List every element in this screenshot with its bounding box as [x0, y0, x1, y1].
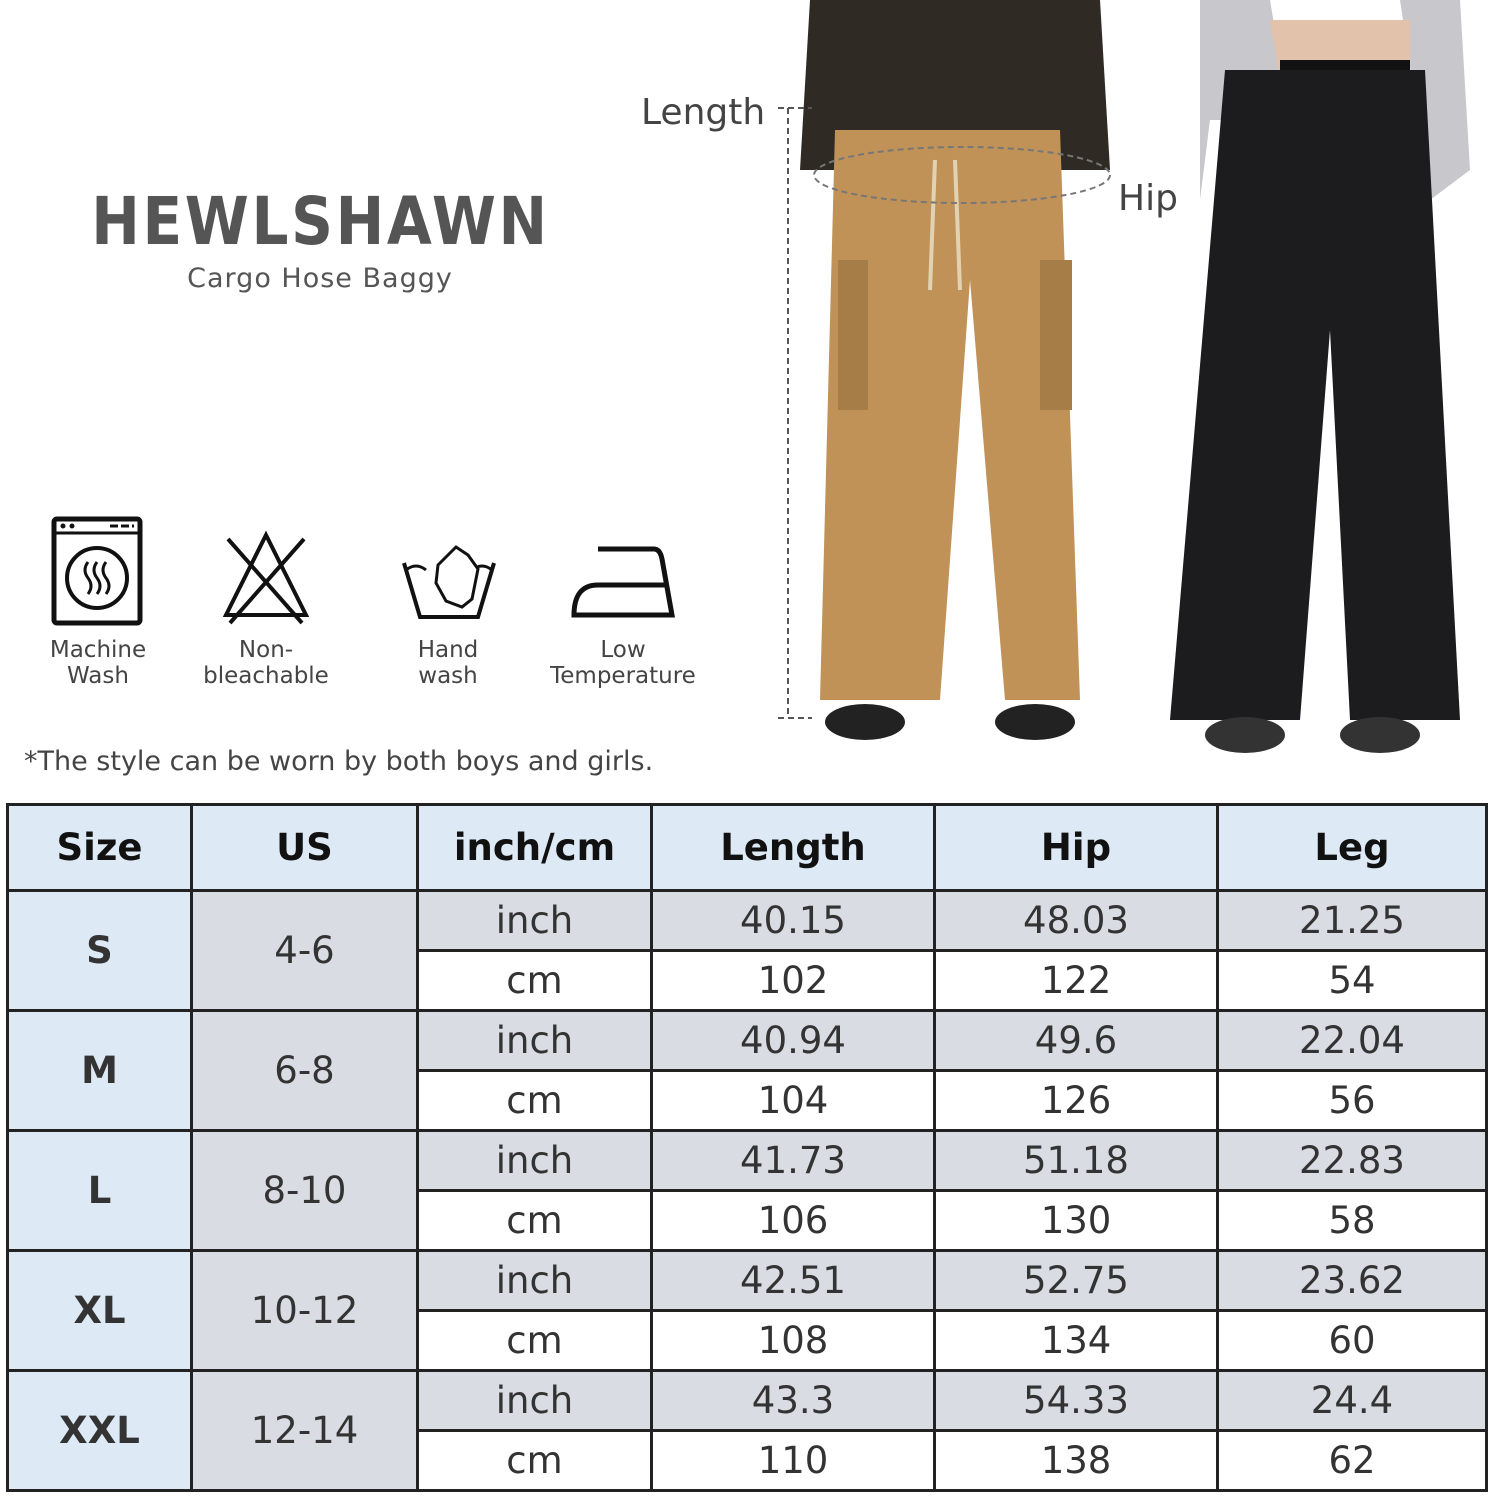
measurement-cell: 134: [933, 1309, 1219, 1372]
measurement-cell: 24.4: [1216, 1369, 1488, 1432]
measurement-cell: 138: [933, 1429, 1219, 1492]
size-chart-table: Size US inch/cm Length Hip Leg S 4-6 inch 40.15 48…: [6, 803, 1488, 1492]
column-header: Size: [6, 803, 193, 892]
size-cell: XXL: [6, 1369, 193, 1492]
unit-cell: cm: [416, 1189, 653, 1252]
us-size-cell: 8-10: [190, 1129, 419, 1252]
measurement-cell: 51.18: [933, 1129, 1219, 1192]
care-label: Hand wash: [417, 637, 479, 689]
measurement-cell: 52.75: [933, 1249, 1219, 1312]
measurement-cell: 54: [1216, 949, 1488, 1012]
measurement-cell: 22.83: [1216, 1129, 1488, 1192]
table-row: cm 104 126 56: [8, 1069, 1488, 1132]
unit-cell: inch: [416, 1249, 653, 1312]
measurement-cell: 56: [1216, 1069, 1488, 1132]
table-row: S 4-6 inch 40.15 48.03 21.25: [6, 889, 1488, 1012]
brand-name: HEWLSHAWN: [91, 183, 550, 260]
column-header: inch/cm: [416, 803, 653, 892]
size-cell: L: [6, 1129, 193, 1252]
us-size-cell: 12-14: [190, 1369, 419, 1492]
column-header: Length: [650, 803, 936, 892]
size-cell: XL: [6, 1249, 193, 1372]
unit-cell: cm: [416, 1309, 653, 1372]
us-size-cell: 4-6: [190, 889, 419, 1012]
table-row: XL 10-12 inch 42.51 52.75 23.62: [6, 1249, 1488, 1372]
unit-cell: inch: [416, 1009, 653, 1072]
unisex-note: *The style can be worn by both boys and …: [24, 746, 654, 777]
measurement-cell: 58: [1216, 1189, 1488, 1252]
us-size-cell: 10-12: [190, 1249, 419, 1372]
care-label: Non- bleachable: [203, 637, 329, 689]
unit-cell: cm: [416, 1429, 653, 1492]
column-header: Leg: [1216, 803, 1488, 892]
unit-cell: inch: [416, 1369, 653, 1432]
measurement-cell: 49.6: [933, 1009, 1219, 1072]
length-indicator: [778, 107, 812, 719]
unit-cell: cm: [416, 949, 653, 1012]
care-label: Low Temperature: [550, 637, 696, 689]
low-iron-icon: [571, 546, 675, 618]
unit-cell: inch: [416, 1129, 653, 1192]
measurement-cell: 40.15: [650, 889, 936, 952]
measurement-cell: 110: [650, 1429, 936, 1492]
measurement-cell: 22.04: [1216, 1009, 1488, 1072]
length-label: Length: [641, 92, 766, 133]
care-hand-wash: Hand wash: [358, 515, 538, 689]
column-header: Hip: [933, 803, 1219, 892]
measurement-cell: 126: [933, 1069, 1219, 1132]
hip-indicator: [813, 146, 1111, 204]
table-row: cm 106 130 58: [8, 1189, 1488, 1252]
measurement-cell: 42.51: [650, 1249, 936, 1312]
measurement-cell: 102: [650, 949, 936, 1012]
measurement-cell: 54.33: [933, 1369, 1219, 1432]
header-row: Size US inch/cm Length Hip Leg: [6, 803, 1488, 892]
measurement-cell: 106: [650, 1189, 936, 1252]
measurement-cell: 48.03: [933, 889, 1219, 952]
column-header: US: [190, 803, 419, 892]
black-model-photo: [1170, 0, 1470, 753]
care-machine-wash: Machine Wash: [8, 515, 188, 689]
care-low-iron: Low Temperature: [533, 515, 713, 689]
table-row: cm 110 138 62: [8, 1429, 1488, 1492]
non-bleach-icon: [222, 530, 310, 625]
measurement-cell: 41.73: [650, 1129, 936, 1192]
us-size-cell: 6-8: [190, 1009, 419, 1132]
care-non-bleach: Non- bleachable: [176, 515, 356, 689]
unit-cell: cm: [416, 1069, 653, 1132]
table-row: M 6-8 inch 40.94 49.6 22.04: [6, 1009, 1488, 1132]
measurement-cell: 40.94: [650, 1009, 936, 1072]
care-label: Machine Wash: [49, 637, 147, 689]
measurement-cell: 130: [933, 1189, 1219, 1252]
table-row: L 8-10 inch 41.73 51.18 22.83: [6, 1129, 1488, 1252]
measurement-cell: 108: [650, 1309, 936, 1372]
khaki-model-photo: [800, 0, 1110, 740]
size-cell: S: [6, 889, 193, 1012]
measurement-cell: 104: [650, 1069, 936, 1132]
hand-wash-icon: [402, 545, 496, 619]
product-photos: [778, 0, 1470, 753]
table-row: cm 102 122 54: [8, 949, 1488, 1012]
product-subtitle: Cargo Hose Baggy: [187, 263, 453, 294]
measurement-cell: 62: [1216, 1429, 1488, 1492]
table-row: XXL 12-14 inch 43.3 54.33 24.4: [6, 1369, 1488, 1492]
hip-label: Hip: [1118, 178, 1178, 219]
table-row: cm 108 134 60: [8, 1309, 1488, 1372]
machine-wash-icon: [51, 516, 143, 626]
measurement-cell: 23.62: [1216, 1249, 1488, 1312]
size-cell: M: [6, 1009, 193, 1132]
measurement-cell: 60: [1216, 1309, 1488, 1372]
measurement-cell: 43.3: [650, 1369, 936, 1432]
measurement-cell: 122: [933, 949, 1219, 1012]
measurement-cell: 21.25: [1216, 889, 1488, 952]
unit-cell: inch: [416, 889, 653, 952]
